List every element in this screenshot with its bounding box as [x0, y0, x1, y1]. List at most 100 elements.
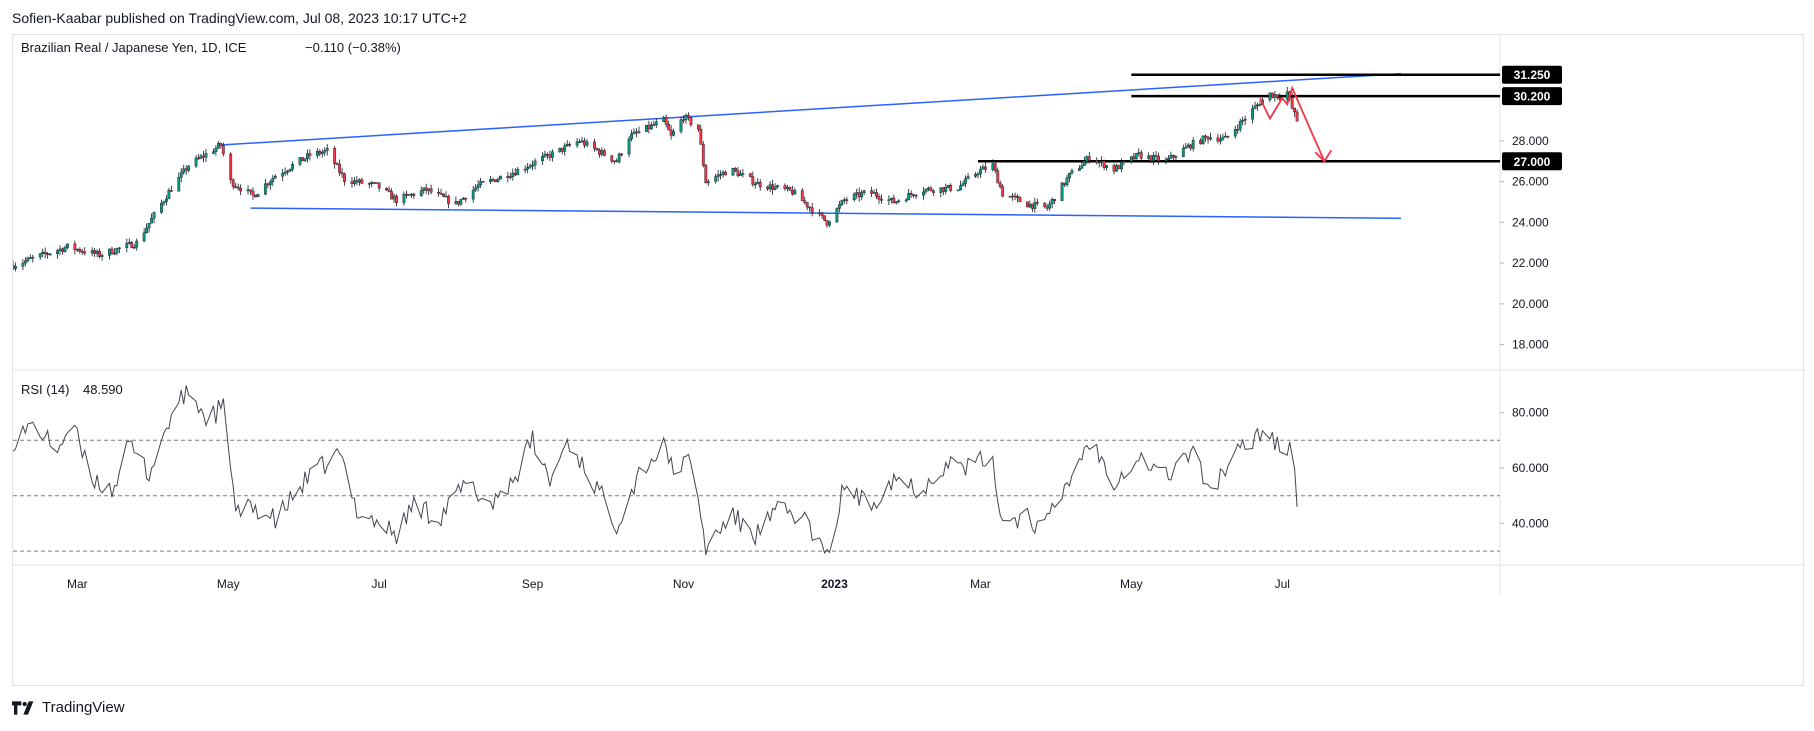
price-tick-label: 26.000: [1512, 175, 1549, 189]
candle-body: [1172, 155, 1175, 158]
candle-body: [862, 190, 866, 193]
candle-body: [1008, 196, 1012, 198]
candle-body: [1045, 206, 1049, 209]
candle-body: [1087, 156, 1091, 161]
candle-body: [367, 183, 371, 185]
candle-body: [1233, 129, 1237, 137]
candle-body: [439, 192, 443, 195]
candle-body: [167, 190, 171, 200]
rsi-line: [13, 385, 1298, 555]
candle-body: [499, 175, 502, 180]
candle-body: [652, 124, 656, 126]
candle-body: [273, 176, 277, 179]
candle-body: [771, 184, 774, 190]
candle-body: [266, 183, 270, 186]
candle-body: [741, 173, 745, 175]
candle-body: [790, 189, 794, 195]
candle-body: [95, 250, 99, 254]
candle-body: [31, 256, 35, 259]
candle-body: [132, 246, 136, 249]
candle-body: [976, 173, 980, 176]
time-tick-label: May: [1120, 577, 1143, 591]
price-label: 31.250: [1514, 68, 1551, 82]
candle-body: [721, 171, 725, 175]
candle-body: [644, 124, 648, 132]
candle-body: [169, 190, 173, 192]
candle-body: [991, 163, 995, 170]
candle-body: [1139, 152, 1143, 159]
candle-body: [595, 148, 599, 151]
candle-body: [1048, 203, 1052, 209]
trendline: [220, 72, 1402, 146]
candle-body: [966, 176, 970, 179]
time-tick-label: Jul: [1275, 577, 1290, 591]
candle-body: [464, 197, 468, 200]
time-tick-label: Mar: [67, 577, 88, 591]
candle-body: [751, 176, 755, 185]
candle-body: [597, 149, 601, 155]
candle-body: [444, 195, 448, 198]
candle-body: [357, 179, 361, 183]
candle-body: [929, 187, 933, 191]
candle-body: [704, 165, 708, 184]
price-label-box: [1502, 152, 1562, 171]
candle-body: [904, 199, 908, 202]
candle-body: [1117, 165, 1121, 170]
candle-body: [496, 178, 500, 182]
candle-body: [231, 179, 235, 187]
candle-body: [615, 160, 619, 163]
candle-body: [1082, 161, 1086, 166]
candle-body: [1112, 165, 1116, 172]
candle-body: [736, 170, 740, 177]
candle-body: [23, 260, 27, 264]
candle-body: [1169, 155, 1173, 159]
candle-body: [147, 223, 151, 229]
candle-body: [1011, 195, 1014, 198]
candle-body: [1070, 170, 1074, 174]
candle-body: [409, 193, 413, 196]
candle-body: [216, 143, 220, 149]
candle-body: [1147, 155, 1151, 159]
candle-body: [701, 144, 705, 166]
candle-body: [894, 201, 898, 204]
candle-body: [768, 184, 772, 190]
price-tick-label: 18.000: [1512, 338, 1549, 352]
candle-body: [993, 163, 997, 171]
candle-body: [353, 180, 356, 185]
candle-body: [1063, 182, 1066, 185]
candle-body: [637, 131, 641, 133]
candle-body: [268, 181, 272, 186]
price-label-box: [1502, 65, 1562, 84]
candle-body: [286, 170, 290, 173]
tradingview-logo-icon: [12, 700, 34, 715]
candle-body: [184, 168, 188, 171]
candle-body: [684, 114, 688, 121]
candle-body: [731, 168, 735, 176]
rsi-title: RSI (14): [21, 382, 69, 397]
candle-body: [199, 155, 203, 159]
candle-body: [533, 160, 537, 166]
candle-body: [912, 194, 916, 196]
candle-body: [837, 204, 841, 209]
rsi-tick-label: 40.000: [1512, 516, 1549, 530]
candle-body: [162, 201, 166, 204]
candle-body: [546, 153, 549, 156]
candle-body: [550, 151, 554, 158]
candle-body: [944, 186, 948, 192]
candle-body: [687, 114, 690, 118]
candle-body: [135, 240, 139, 248]
candle-body: [1216, 137, 1220, 142]
candle-body: [1273, 94, 1277, 98]
candle-body: [1278, 97, 1282, 100]
candle-body: [766, 186, 770, 190]
candle-body: [90, 250, 94, 254]
candle-body: [1201, 135, 1205, 144]
candle-body: [1097, 161, 1101, 164]
candle-body: [1080, 165, 1084, 169]
candle-body: [583, 140, 586, 146]
candle-body: [145, 227, 149, 234]
time-tick-label: Mar: [970, 577, 991, 591]
candle-body: [46, 253, 50, 255]
chart-svg[interactable]: 31.250 30.200 27.000 18.000 20.000 22.000 24.…: [13, 35, 1805, 687]
candle-body: [1077, 168, 1081, 171]
